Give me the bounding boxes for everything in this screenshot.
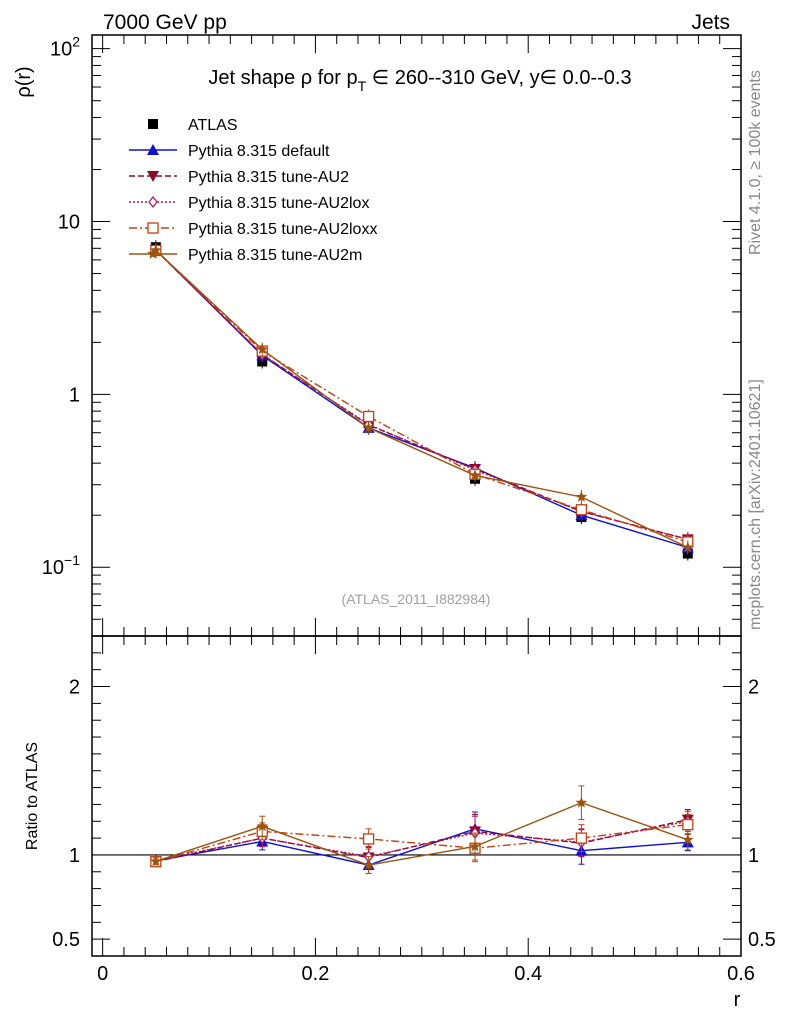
legend: ATLAS Pythia 8.315 default Pythia 8.315 tu… — [129, 117, 377, 264]
series-au2lox — [151, 242, 693, 547]
legend-label-au2loxx: Pythia 8.315 tune-AU2loxx — [188, 221, 377, 238]
x-tick-label: 0.6 — [727, 963, 755, 985]
ratio-y-tick-label-right: 1 — [748, 845, 759, 867]
data-point-au2loxx — [362, 410, 375, 423]
ratio-data-series — [149, 785, 694, 874]
ratio-point-au2m — [575, 796, 588, 808]
analysis-label: (ATLAS_2011_I882984) — [342, 591, 491, 607]
legend-label-default: Pythia 8.315 default — [188, 143, 330, 160]
tick-exponent: −1 — [64, 552, 80, 568]
main-y-tick-label: 10 — [58, 212, 80, 234]
tick-base: 10 — [58, 212, 80, 234]
ratio-y-tick-label: 0.5 — [52, 929, 80, 951]
series-line-au2lox — [155, 249, 688, 540]
legend-marker-atlas — [148, 119, 158, 129]
ratio-y-tick-label-right: 0.5 — [748, 929, 776, 951]
x-tick-label: 0 — [97, 963, 108, 985]
x-axis-label: r — [734, 989, 741, 1011]
legend-label-au2: Pythia 8.315 tune-AU2 — [188, 169, 349, 186]
legend-marker-default — [147, 144, 159, 155]
ratio-y-axis-label: Ratio to ATLAS — [24, 742, 41, 850]
series-line-au2loxx — [155, 249, 689, 543]
tick-base: 1 — [69, 384, 80, 406]
series-default — [149, 242, 694, 555]
rivet-version-label: Rivet 4.1.0, ≥ 100k events — [747, 70, 764, 255]
ratio-line-au2loxx — [155, 823, 688, 863]
ratio-series-au2loxx — [150, 814, 694, 868]
ratio-point-au2loxx — [575, 832, 588, 844]
x-tick-label: 0.4 — [514, 963, 542, 985]
ratio-line-au2m — [155, 801, 689, 866]
legend-marker-au2loxx — [147, 222, 159, 234]
legend-label-au2lox: Pythia 8.315 tune-AU2lox — [188, 195, 369, 212]
data-point-au2m — [256, 343, 268, 355]
legend-marker-au2lox — [148, 196, 158, 208]
ratio-point-au2m — [362, 859, 375, 870]
series-au2loxx — [150, 243, 694, 549]
ratio-point-au2m — [682, 833, 694, 845]
ratio-series-au2 — [149, 808, 694, 869]
series-line-default — [155, 249, 689, 549]
ratio-series-default — [149, 811, 694, 874]
ratio-y-tick-label: 1 — [69, 845, 80, 867]
y-axis-label: ρ(r) — [13, 66, 35, 97]
main-data-series — [149, 240, 694, 561]
ratio-plot-panel: 0.5 0.5 1 1 2 2 0 0.2 0.4 0.6 — [52, 635, 776, 985]
ratio-point-au2m — [469, 840, 481, 852]
ratio-axes: 0.5 0.5 1 1 2 2 0 0.2 0.4 0.6 — [52, 636, 776, 985]
legend-label-atlas: ATLAS — [188, 117, 238, 134]
series-atlas — [150, 240, 693, 561]
series-line-au2 — [155, 249, 688, 540]
data-point-au2m — [362, 421, 375, 433]
data-point-au2m — [150, 244, 162, 256]
mcplots-source-label: mcplots.cern.ch [arXiv:2401.10621] — [747, 379, 764, 630]
ratio-series-au2lox — [151, 810, 693, 868]
tick-exponent: 2 — [72, 34, 80, 50]
main-y-tick-label: 10−1 — [42, 552, 80, 579]
ratio-line-default — [155, 828, 688, 866]
series-au2m — [150, 243, 694, 555]
data-point-au2m — [682, 541, 694, 553]
legend-marker-au2m — [147, 248, 159, 259]
ratio-point-au2loxx — [362, 833, 375, 845]
data-point-au2m — [469, 469, 481, 481]
main-y-tick-label: 1 — [69, 384, 80, 406]
ratio-point-au2m — [256, 820, 268, 832]
data-point-au2m — [575, 491, 588, 502]
ratio-y-tick-label-right: 2 — [748, 677, 759, 699]
series-line-au2m — [155, 249, 689, 549]
header-collision: 7000 GeV pp — [103, 11, 227, 34]
legend-marker-au2 — [147, 171, 159, 182]
ratio-series-au2m — [150, 785, 694, 874]
tick-base: 10 — [42, 557, 64, 579]
series-au2 — [149, 243, 694, 547]
tick-base: 10 — [50, 39, 72, 61]
ratio-y-tick-label: 2 — [69, 677, 80, 699]
header-category: Jets — [691, 11, 730, 34]
chart-title-prefix: Jet shape ρ for p — [208, 67, 357, 89]
legend-label-au2m: Pythia 8.315 tune-AU2m — [188, 247, 362, 264]
chart-title-subscript: T — [358, 78, 367, 94]
ratio-line-au2 — [155, 818, 688, 863]
x-tick-label: 0.2 — [302, 963, 330, 985]
data-point-au2loxx — [575, 504, 588, 516]
main-y-tick-label: 102 — [50, 34, 80, 61]
ratio-point-au2m — [150, 855, 162, 867]
chart-title: Jet shape ρ for pT ∈ 260--310 GeV, y∈ 0.… — [208, 67, 631, 94]
chart-title-suffix: ∈ 260--310 GeV, y∈ 0.0--0.3 — [366, 67, 631, 89]
ratio-point-au2loxx — [682, 818, 694, 831]
ratio-plot-frame — [91, 635, 742, 957]
